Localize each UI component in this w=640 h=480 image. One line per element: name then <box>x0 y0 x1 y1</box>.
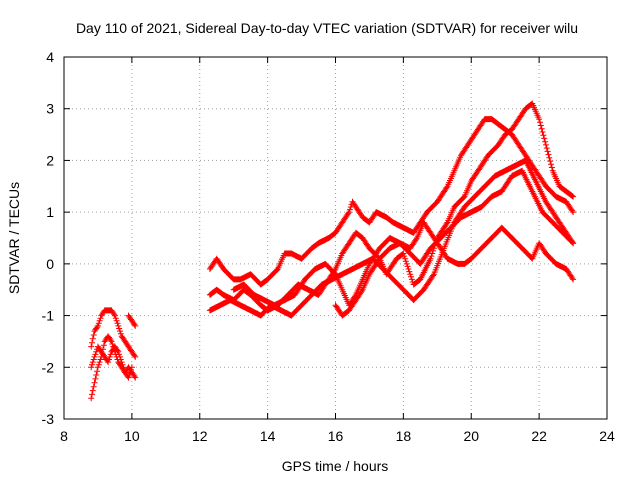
grid-layer <box>64 57 607 419</box>
y-axis-label: SDTVAR / TECUs <box>6 182 22 294</box>
y-tick-label: 1 <box>46 204 54 220</box>
y-tick-label: 3 <box>46 101 54 117</box>
x-tick-label: 18 <box>396 428 412 444</box>
y-tick-label: -3 <box>42 411 55 427</box>
x-tick-label: 8 <box>60 428 68 444</box>
data-series-track-early-d <box>125 312 139 329</box>
data-layer <box>88 100 577 402</box>
y-tick-label: 4 <box>46 49 54 65</box>
x-tick-label: 22 <box>531 428 547 444</box>
data-series-track-early-a <box>88 307 139 360</box>
x-tick-label: 12 <box>192 428 208 444</box>
data-series-track-4 <box>230 167 577 309</box>
data-series-track-2 <box>206 100 577 314</box>
x-tick-label: 16 <box>328 428 344 444</box>
x-tick-label: 10 <box>124 428 140 444</box>
x-tick-label: 14 <box>260 428 276 444</box>
x-tick-label: 20 <box>463 428 479 444</box>
y-tick-label: -1 <box>42 308 55 324</box>
data-series-track-5 <box>332 219 577 319</box>
chart-title: Day 110 of 2021, Sidereal Day-to-day VTE… <box>76 20 578 36</box>
x-axis-label: GPS time / hours <box>282 458 389 474</box>
x-tick-label: 24 <box>599 428 615 444</box>
data-series-track-1 <box>206 116 577 288</box>
data-series-track-early-c <box>88 343 135 381</box>
y-tick-label: 2 <box>46 152 54 168</box>
y-tick-label: 0 <box>46 256 54 272</box>
y-tick-label: -2 <box>42 359 55 375</box>
